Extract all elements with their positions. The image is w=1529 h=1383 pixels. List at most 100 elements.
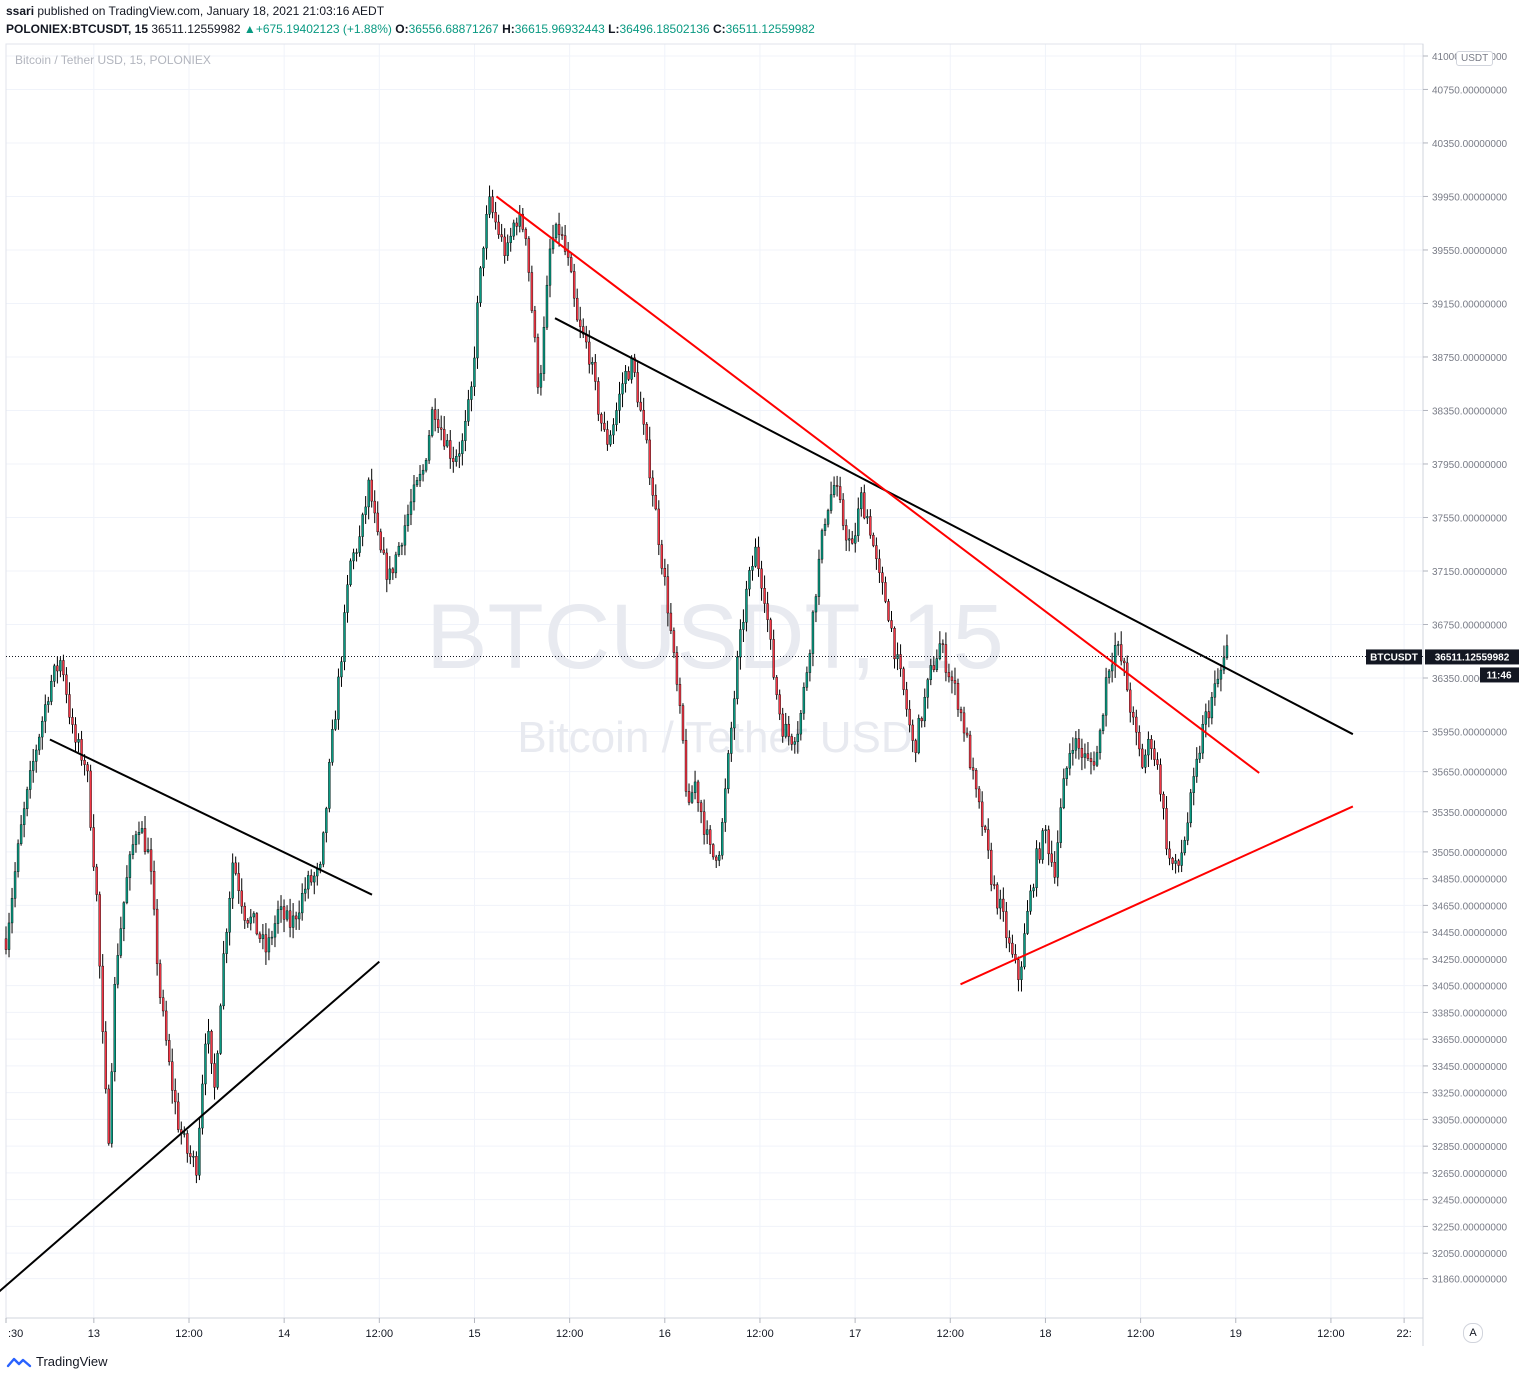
candle-body: [134, 834, 138, 845]
price-axis[interactable]: 41000.0000000040750.0000000040350.000000…: [1423, 52, 1508, 1286]
candle: [325, 806, 328, 843]
time-axis[interactable]: :30 13 12:00 14 12:00 15 12:00 16 12:00 17 12:00 18…: [5, 1318, 1412, 1340]
publish-line: ssari published on TradingView.com, Janu…: [6, 4, 384, 18]
candle-body: [651, 477, 654, 496]
candle-body: [512, 222, 515, 237]
candle-body: [621, 383, 624, 395]
candle: [149, 837, 153, 885]
candle-body: [1086, 753, 1090, 759]
y-tick-label: 32850.00000000: [1432, 1142, 1508, 1153]
candle: [521, 207, 524, 233]
candle-body: [974, 770, 978, 790]
candle: [246, 918, 249, 928]
candle-body: [16, 843, 20, 872]
candle-body: [7, 922, 11, 950]
candle: [86, 761, 89, 783]
candle-body: [875, 545, 878, 560]
candle-body: [167, 1040, 171, 1062]
candle: [1044, 824, 1047, 844]
candle: [1207, 700, 1211, 728]
candle-body: [654, 495, 657, 510]
candle: [621, 372, 624, 408]
candle-body: [213, 1063, 216, 1088]
candle: [59, 657, 62, 678]
candle: [600, 412, 603, 432]
candle-body: [832, 485, 836, 495]
symbol-label[interactable]: POLONIEX:BTCUSDT, 15: [6, 22, 149, 36]
candle-body: [340, 661, 343, 678]
candle-body: [303, 888, 307, 894]
candle: [485, 205, 488, 260]
candle-body: [325, 808, 328, 833]
candle-body: [1222, 657, 1226, 671]
candle-body: [527, 238, 531, 273]
watermark-line2: Bitcoin / Tether USD: [517, 713, 912, 762]
trendline-black-1[interactable]: [0, 960, 380, 1293]
candle: [22, 801, 26, 838]
candle-body: [690, 792, 694, 803]
candle-body: [307, 875, 310, 890]
candle-body: [1029, 890, 1032, 912]
candle-body: [1101, 714, 1105, 731]
candle: [50, 674, 53, 706]
candle: [718, 851, 721, 867]
candle-body: [866, 516, 869, 519]
candle: [134, 830, 138, 853]
candle: [303, 877, 307, 902]
candle: [1153, 740, 1156, 767]
candle-body: [234, 862, 237, 874]
trendline-red-3[interactable]: [495, 195, 1260, 774]
candle: [452, 446, 455, 473]
candle-body: [569, 257, 573, 272]
y-tick-label: 33850.00000000: [1432, 1008, 1508, 1019]
candle-body: [41, 720, 44, 738]
candle-body: [252, 913, 256, 918]
trendline-black-2[interactable]: [554, 317, 1354, 736]
y-tick-label: 32650.00000000: [1432, 1169, 1508, 1180]
candle-body: [288, 910, 292, 928]
candle: [370, 468, 373, 508]
candle: [829, 481, 833, 514]
candle-body: [557, 224, 561, 235]
candle: [736, 650, 739, 705]
auto-scale-button[interactable]: A: [1463, 1323, 1483, 1343]
candle: [89, 764, 92, 831]
candle-body: [533, 310, 537, 338]
trendline-black-0[interactable]: [49, 738, 373, 896]
candle-body: [186, 1133, 189, 1154]
author-name[interactable]: ssari: [6, 4, 35, 18]
candle-body: [86, 764, 89, 772]
candle: [851, 530, 854, 545]
candle-body: [482, 247, 485, 269]
candle-body: [902, 668, 905, 690]
candle: [146, 837, 150, 854]
candle: [113, 976, 116, 1082]
currency-unit-badge[interactable]: USDT: [1456, 51, 1494, 66]
candle: [195, 1151, 198, 1184]
candle-body: [878, 558, 881, 573]
candle-body: [216, 1053, 219, 1088]
candle: [470, 381, 473, 412]
candle: [291, 903, 295, 939]
candle: [273, 915, 277, 948]
candle-body: [128, 854, 132, 878]
candle-body: [687, 791, 691, 803]
candle-body: [294, 915, 298, 920]
y-tick-label: 33650.00000000: [1432, 1035, 1508, 1046]
candle-body: [47, 701, 50, 705]
candle: [482, 246, 485, 277]
candle: [328, 758, 331, 813]
candle: [594, 354, 597, 391]
tradingview-logo[interactable]: TradingView: [6, 1354, 108, 1369]
candle: [530, 265, 534, 314]
candle-body: [334, 719, 337, 730]
candle: [990, 842, 993, 892]
candle-body: [137, 832, 141, 835]
candle: [929, 658, 932, 686]
candle: [406, 504, 410, 532]
trendline-red-4[interactable]: [960, 805, 1354, 986]
x-tick-label: 19: [1230, 1328, 1242, 1340]
candle-body: [705, 829, 709, 835]
candle-body: [59, 660, 62, 672]
